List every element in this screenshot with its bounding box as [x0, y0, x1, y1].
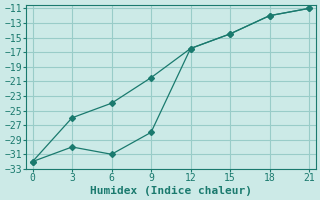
X-axis label: Humidex (Indice chaleur): Humidex (Indice chaleur)	[90, 186, 252, 196]
